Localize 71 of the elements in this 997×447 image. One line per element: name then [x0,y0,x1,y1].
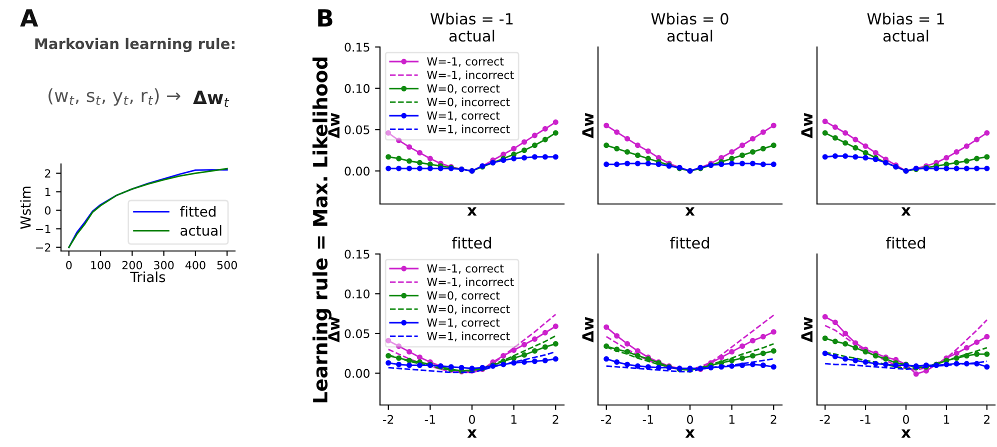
x-axis-title: x [901,429,911,438]
y-tick-label: 0 [44,206,51,215]
x-tick-label: 2 [770,414,776,424]
x-tick-label: 0 [903,414,909,424]
x-tick-label: -1 [860,415,870,424]
x-axis-title: x [467,429,477,438]
y-axis-title: Δw [582,317,594,342]
y-tick-label: 2 [45,169,50,178]
y-tick-label: 1 [45,188,50,196]
y-tick-label: 0.00 [344,166,370,176]
chart-title: Wbias = -1 actual [430,12,513,42]
x-tick-label: 2 [552,414,558,424]
x-tick-label: -2 [820,414,830,424]
legend-label: fitted [180,206,216,217]
y-tick-label: −1 [36,224,50,234]
x-tick-label: 0 [687,414,693,424]
x-tick-label: 1 [944,415,950,424]
x-tick-label: -1 [642,415,653,424]
x-tick-label: -1 [424,415,435,424]
x-tick-label: 0 [66,260,72,270]
x-tick-label: -2 [383,414,394,424]
y-tick-label: 0.05 [344,125,370,134]
x-tick-label: 100 [91,260,110,270]
x-tick-label: 1 [729,415,734,424]
x-tick-label: 500 [217,260,237,270]
x-tick-label: 200 [122,260,142,270]
legend-label: W=1, correct [427,318,500,328]
x-axis-title: x [685,207,695,216]
legend-label: W=0, correct [427,84,500,94]
legend-label: W=0, incorrect [427,98,510,108]
x-tick-label: 0 [469,414,475,424]
legend-label: W=0, correct [427,291,500,301]
legend-label: W=-1, correct [427,264,504,274]
x-axis-title: x [467,207,477,216]
y-tick-label: 0.10 [344,289,370,298]
text: B [318,9,332,27]
y-axis-title: Wstim [20,186,31,229]
x-axis-title: x [901,207,911,216]
y-axis-title: Δw [801,317,812,342]
legend-label: W=1, incorrect [427,332,510,342]
chart-title: Wbias = 1 actual [867,12,944,42]
y-tick-label: 0.05 [344,329,370,338]
x-tick-label: 400 [185,260,206,270]
y-axis-title: Δw [801,113,812,138]
text: Δw$_{t}$ [193,90,230,107]
legend-label: W=-1, incorrect [427,70,514,80]
x-axis-title: Trials [130,271,166,282]
y-tick-label: −2 [36,243,50,252]
x-tick-label: -2 [601,414,612,424]
text: (w$_{t}$, s$_{t}$, y$_{t}$, r$_{t}$) → [48,88,180,106]
legend-label: W=-1, incorrect [427,278,514,288]
legend-label: W=1, incorrect [427,124,510,134]
x-tick-label: 300 [154,260,174,270]
y-tick-label: 0.00 [344,368,370,378]
text: A [20,9,38,27]
y-tick-label: 0.15 [344,250,370,259]
x-tick-label: 1 [511,415,516,424]
legend-label: W=1, correct [427,111,500,121]
chart-title: Wbias = 0 actual [651,12,728,42]
y-tick-label: 0.15 [344,42,370,52]
text: Markovian learning rule: [35,38,234,52]
chart-title: fitted [886,236,925,249]
legend-label: W=0, incorrect [427,304,510,314]
y-axis-title: Δw [582,113,594,138]
chart-title: fitted [452,236,491,249]
legend-label: actual [180,225,222,236]
x-axis-title: x [685,429,695,438]
x-tick-label: 2 [984,414,990,424]
y-tick-label: 0.10 [344,84,370,93]
chart-title: fitted [670,236,709,249]
legend-label: W=-1, correct [427,57,504,67]
